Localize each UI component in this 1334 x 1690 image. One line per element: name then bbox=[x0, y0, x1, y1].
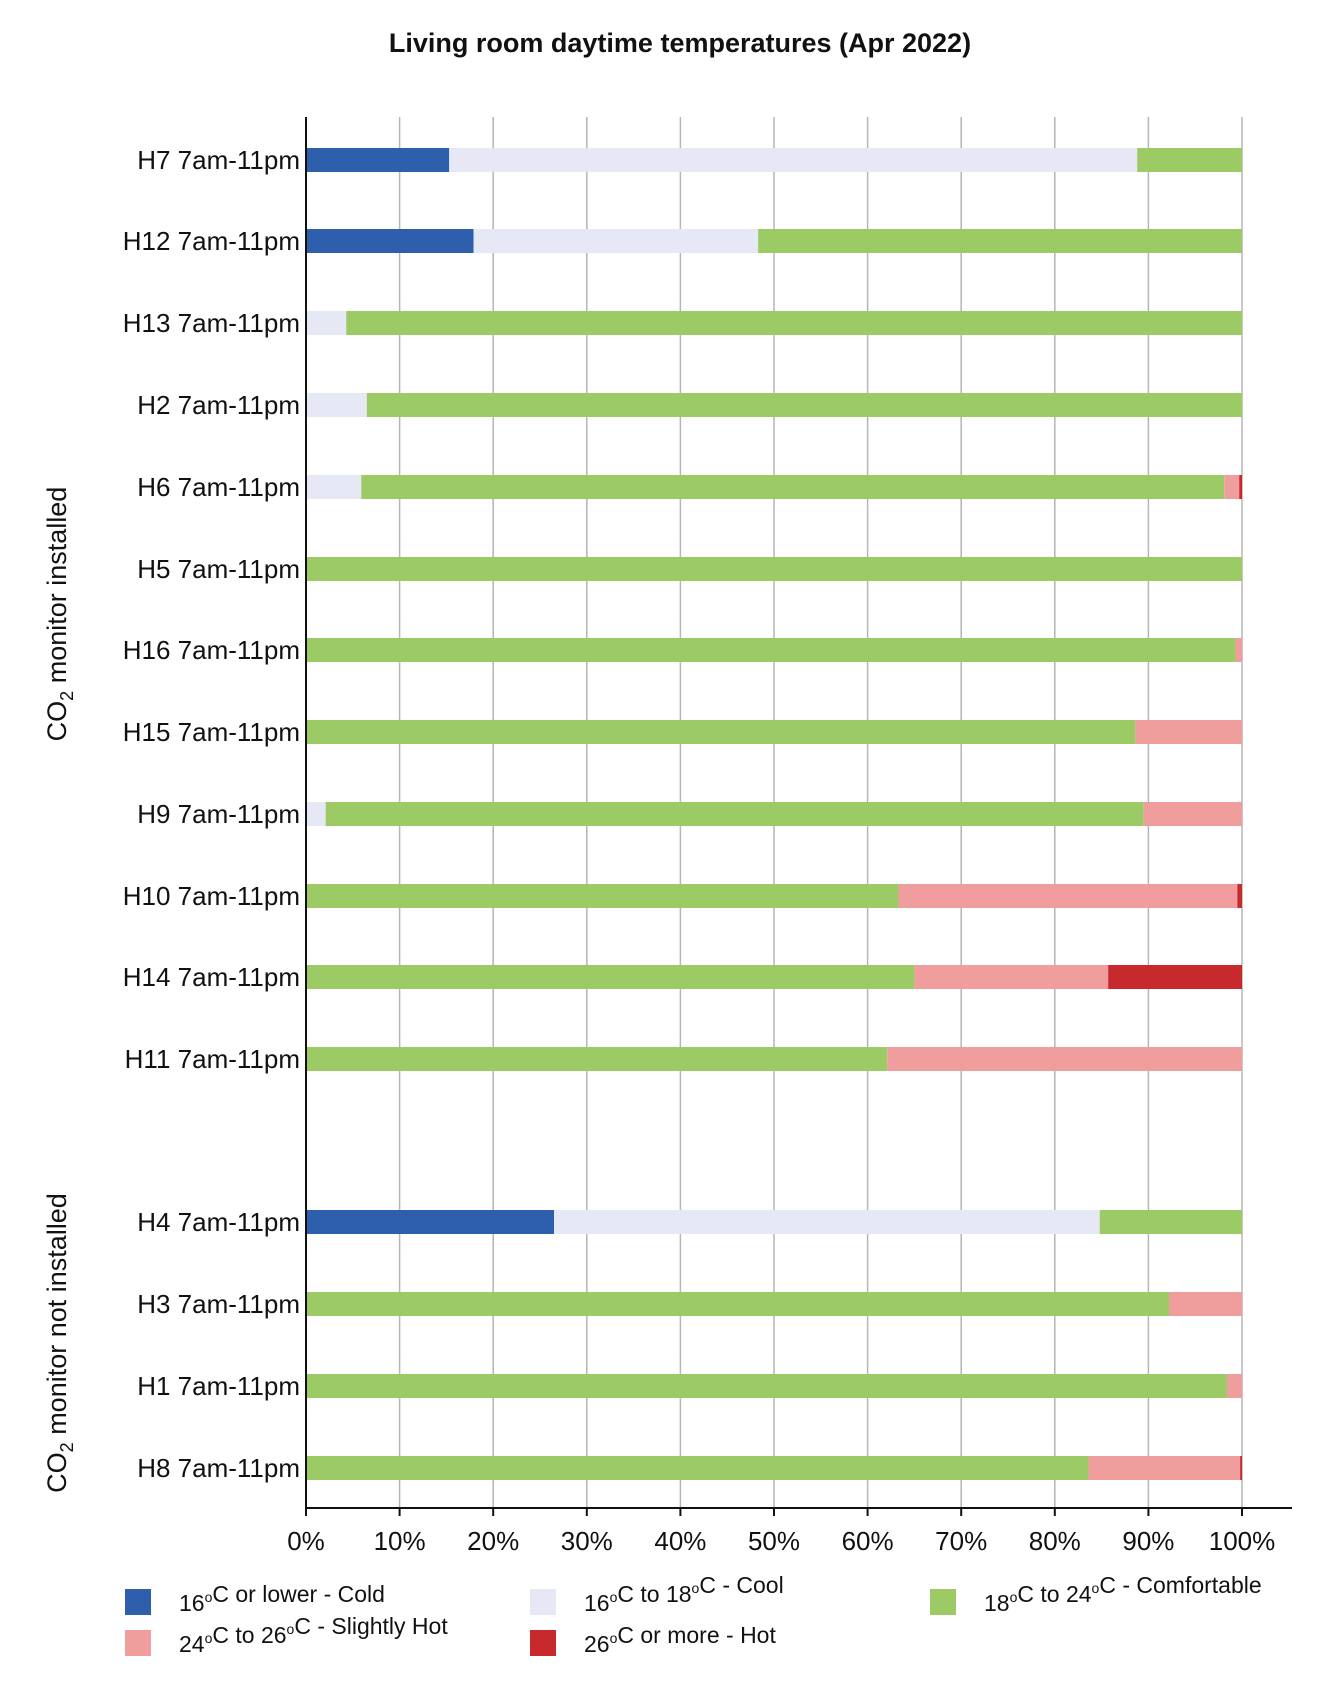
bar-segment bbox=[306, 1047, 888, 1071]
bar-segment bbox=[306, 1210, 555, 1234]
x-tick-label: 40% bbox=[654, 1526, 706, 1556]
bar-segment bbox=[1239, 475, 1242, 499]
bar-segment bbox=[898, 884, 1238, 908]
x-tick-label: 10% bbox=[374, 1526, 426, 1556]
category-label: H5 7am-11pm bbox=[137, 554, 300, 584]
category-label: H14 7am-11pm bbox=[123, 962, 300, 992]
category-labels: H7 7am-11pm H12 7am-11pm H13 7am-11pm H2 7a… bbox=[123, 145, 300, 1483]
bar-segment bbox=[1143, 802, 1242, 826]
bar-segment bbox=[1137, 148, 1242, 172]
bar-segment bbox=[306, 475, 362, 499]
bar-segment bbox=[361, 475, 1225, 499]
legend: 16oC or lower - Cold 16oC to 18oC - Cool 1… bbox=[125, 1572, 1262, 1657]
bar-segment bbox=[1135, 720, 1242, 744]
category-label: H11 7am-11pm bbox=[125, 1044, 300, 1074]
category-label: H3 7am-11pm bbox=[137, 1289, 300, 1319]
bar-segment bbox=[346, 311, 1242, 335]
category-label: H6 7am-11pm bbox=[137, 472, 300, 502]
bar-segment bbox=[306, 884, 899, 908]
bar-segment bbox=[554, 1210, 1100, 1234]
bar-segment bbox=[306, 802, 326, 826]
bar-segment bbox=[1227, 1374, 1242, 1398]
x-tick-label: 60% bbox=[842, 1526, 894, 1556]
legend-swatch bbox=[530, 1589, 556, 1615]
legend-swatch bbox=[125, 1630, 151, 1656]
x-tick-labels: 0% 10% 20% 30% 40% 50% 60% 70% 80% 90% 100% bbox=[287, 1526, 1275, 1556]
x-tick-label: 90% bbox=[1122, 1526, 1174, 1556]
category-label: H4 7am-11pm bbox=[137, 1207, 300, 1237]
x-tick-label: 80% bbox=[1029, 1526, 1081, 1556]
bar-segment bbox=[1235, 638, 1242, 662]
bar-segment bbox=[473, 229, 759, 253]
bar-segment bbox=[306, 638, 1236, 662]
category-label: H1 7am-11pm bbox=[137, 1371, 300, 1401]
axes bbox=[305, 117, 1292, 1509]
bar-segment bbox=[306, 1456, 1089, 1480]
x-tick-label: 30% bbox=[561, 1526, 613, 1556]
bar-segment bbox=[306, 393, 367, 417]
bar-segment bbox=[306, 148, 450, 172]
bars bbox=[306, 148, 1243, 1480]
legend-label: 24oC to 26oC - Slightly Hot bbox=[179, 1613, 448, 1657]
bar-segment bbox=[306, 311, 347, 335]
legend-label: 16oC or lower - Cold bbox=[179, 1581, 385, 1616]
category-label: H7 7am-11pm bbox=[137, 145, 300, 175]
group-labels: CO2 monitor installed CO2 monitor not ins… bbox=[42, 487, 77, 1493]
bar-segment bbox=[306, 557, 1242, 581]
x-tick-label: 70% bbox=[935, 1526, 987, 1556]
bar-segment bbox=[1168, 1292, 1242, 1316]
bar-segment bbox=[325, 802, 1144, 826]
bar-segment bbox=[306, 1374, 1228, 1398]
bar-segment bbox=[306, 1292, 1169, 1316]
legend-label: 26oC or more - Hot bbox=[584, 1622, 776, 1657]
group-label: CO2 monitor not installed bbox=[42, 1193, 77, 1493]
category-label: H9 7am-11pm bbox=[137, 799, 300, 829]
category-label: H8 7am-11pm bbox=[137, 1453, 300, 1483]
bar-segment bbox=[887, 1047, 1242, 1071]
x-tick-label: 0% bbox=[287, 1526, 325, 1556]
x-tick-label: 20% bbox=[467, 1526, 519, 1556]
bar-segment bbox=[1240, 1456, 1242, 1480]
category-label: H12 7am-11pm bbox=[123, 226, 300, 256]
x-tick-label: 100% bbox=[1209, 1526, 1276, 1556]
bar-segment bbox=[758, 229, 1242, 253]
category-label: H15 7am-11pm bbox=[123, 717, 300, 747]
legend-label: 18oC to 24oC - Comfortable bbox=[984, 1572, 1262, 1616]
category-label: H10 7am-11pm bbox=[123, 881, 300, 911]
bar-segment bbox=[449, 148, 1138, 172]
category-label: H2 7am-11pm bbox=[137, 390, 300, 420]
bar-segment bbox=[1237, 884, 1242, 908]
category-label: H16 7am-11pm bbox=[123, 635, 300, 665]
bar-segment bbox=[366, 393, 1243, 417]
chart-title: Living room daytime temperatures (Apr 20… bbox=[389, 28, 971, 58]
legend-swatch bbox=[530, 1630, 556, 1656]
bar-segment bbox=[1108, 965, 1242, 989]
bar-segment bbox=[306, 229, 474, 253]
legend-label: 16oC to 18oC - Cool bbox=[584, 1572, 784, 1616]
legend-swatch bbox=[125, 1589, 151, 1615]
bar-segment bbox=[306, 720, 1136, 744]
bar-segment bbox=[1224, 475, 1240, 499]
bar-segment bbox=[1088, 1456, 1241, 1480]
group-label: CO2 monitor installed bbox=[42, 487, 77, 742]
bar-segment bbox=[914, 965, 1109, 989]
legend-swatch bbox=[930, 1589, 956, 1615]
bar-segment bbox=[1099, 1210, 1242, 1234]
bar-segment bbox=[306, 965, 915, 989]
category-label: H13 7am-11pm bbox=[123, 308, 300, 338]
x-tick-label: 50% bbox=[748, 1526, 800, 1556]
